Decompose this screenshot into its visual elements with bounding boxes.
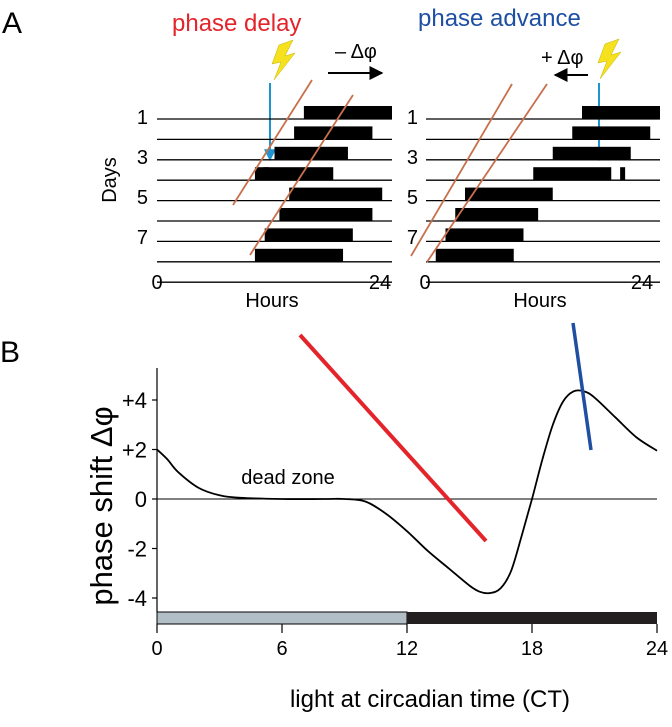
activity-bar [572, 126, 651, 140]
hours-end-tick: 24 [369, 272, 391, 294]
y-tick-label: -4 [127, 586, 147, 611]
panel-a-label: A [2, 7, 22, 40]
activity-bar [279, 208, 373, 221]
phase-response-curve [156, 389, 658, 595]
panel-b-label: B [0, 336, 20, 369]
hours-end-tick: 24 [631, 272, 653, 294]
x-tick-label: 24 [646, 638, 668, 660]
day-label: 5 [137, 187, 148, 209]
onset-trend-line [249, 94, 354, 256]
phase-response-chart: +4 +2 0 -2 -4 0 6 12 18 24 [122, 322, 668, 660]
activity-bar [445, 228, 524, 242]
activity-bar [455, 208, 539, 221]
hours-axis-label: Hours [513, 290, 566, 312]
light-bolt-icon [271, 39, 296, 81]
activity-bar [264, 228, 353, 242]
dead-zone-annotation: dead zone [241, 467, 334, 489]
day-label: 7 [137, 227, 148, 249]
dark-phase-bar [407, 612, 657, 624]
onset-trend-line [232, 79, 313, 206]
activity-bar [254, 248, 344, 262]
hours-start-tick: 0 [419, 272, 430, 294]
onset-trend-line [410, 83, 513, 257]
activity-bar [582, 106, 660, 119]
advance-day-labels: 1 3 5 7 [407, 107, 418, 249]
day-label: 1 [137, 107, 148, 129]
delay-connector-line [298, 333, 488, 543]
day-label: 7 [407, 227, 418, 249]
activity-bar [294, 126, 373, 140]
day-label: 3 [407, 147, 418, 169]
activity-bar [435, 248, 514, 262]
day-label: 3 [137, 147, 148, 169]
delay-actogram: phase delay – Δφ 1 3 5 7 Days 0 24 Hours [99, 10, 392, 312]
delay-shift-label: – Δφ [335, 41, 377, 63]
activity-bar [274, 146, 348, 160]
x-tick-label: 0 [151, 638, 162, 660]
x-axis-label: light at circadian time (CT) [290, 686, 570, 713]
y-tick-label: -2 [127, 537, 147, 562]
x-tick-label: 12 [396, 638, 418, 660]
hours-axis-label: Hours [245, 290, 298, 312]
x-tick-label: 6 [276, 638, 287, 660]
activity-bar [289, 187, 383, 201]
advance-connector-line [571, 322, 593, 451]
delay-day-labels: 1 3 5 7 [137, 107, 148, 249]
day-label: 5 [407, 187, 418, 209]
hours-start-tick: 0 [151, 272, 162, 294]
y-tick-label: +4 [122, 388, 147, 413]
activity-bar [533, 167, 612, 181]
activity-bar [303, 106, 392, 119]
day-label: 1 [407, 107, 418, 129]
onset-trend-line [426, 83, 548, 263]
days-axis-label: Days [99, 157, 121, 203]
phase-delay-title: phase delay [172, 10, 301, 37]
activity-bar [254, 167, 334, 181]
y-axis-label: phase shift Δφ [84, 406, 119, 605]
light-phase-bar [156, 611, 408, 625]
activity-bar [465, 187, 553, 201]
activity-bar [552, 146, 631, 160]
y-tick-label: +2 [122, 438, 147, 463]
x-tick-label: 18 [521, 638, 543, 660]
phase-advance-title: phase advance [418, 5, 581, 32]
y-tick-label: 0 [135, 487, 147, 512]
advance-shift-label: + Δφ [541, 47, 583, 69]
advance-actogram: phase advance + Δφ 1 3 5 7 0 24 Hours [407, 5, 660, 312]
light-pulse-mark [263, 167, 269, 181]
light-pulse-mark [620, 167, 626, 181]
light-bolt-icon [597, 38, 622, 80]
